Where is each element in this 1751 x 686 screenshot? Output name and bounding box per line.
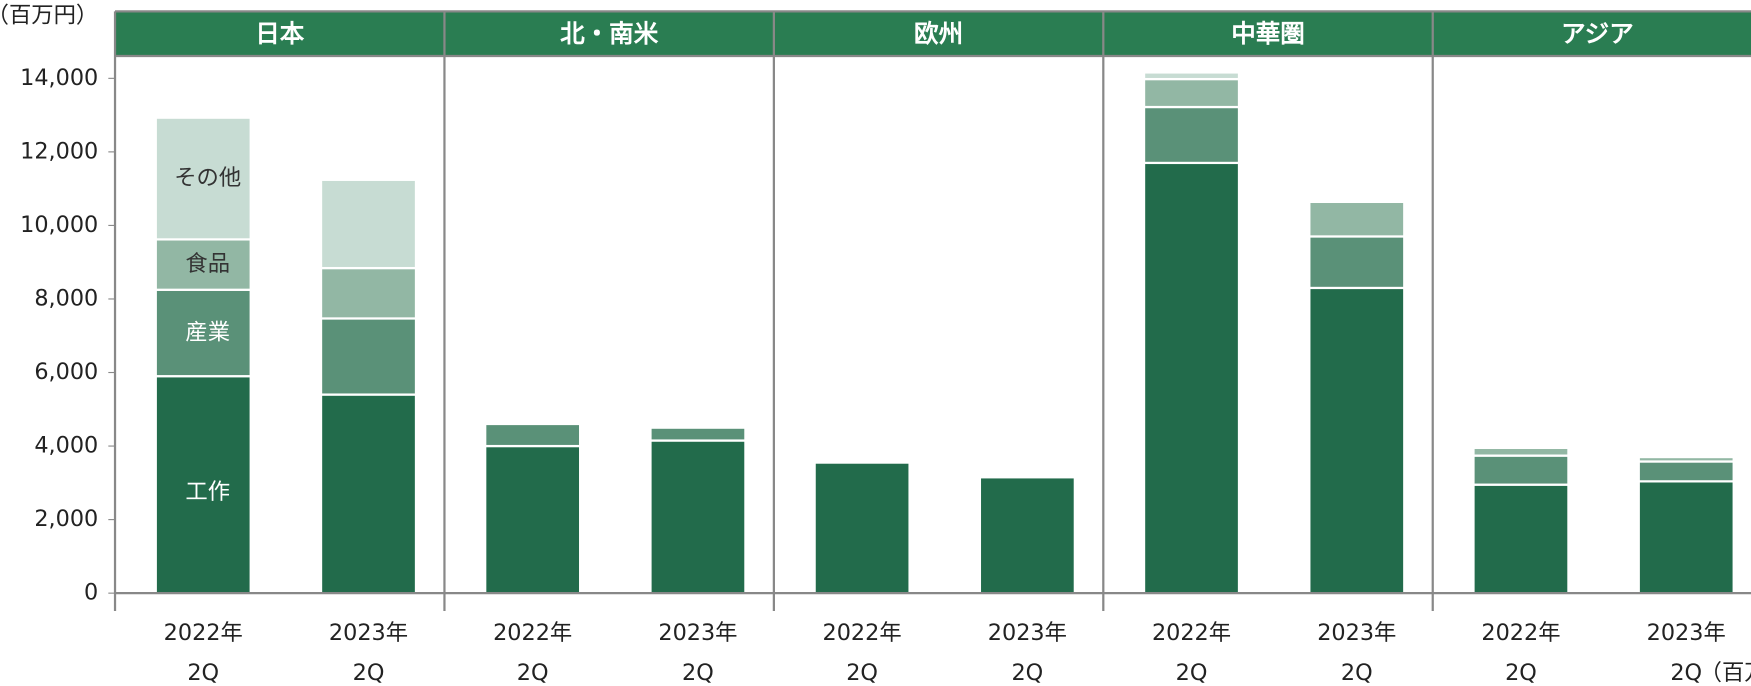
bar-segment [1142, 71, 1241, 81]
bar-segment [813, 461, 911, 595]
x-tick-label: 2Q [1670, 660, 1702, 686]
x-tick-label: 2Q [187, 660, 219, 686]
bar-segment [1472, 446, 1570, 457]
x-tick-label: 2022年 [164, 620, 243, 646]
bar-segment [1637, 480, 1735, 595]
x-tick-label: 2023年 [988, 620, 1067, 646]
x-tick-label: 2Q [682, 660, 714, 686]
y-tick-label: 10,000 [20, 212, 98, 238]
x-tick-label: 2022年 [1481, 620, 1560, 646]
bar-segment [154, 375, 252, 595]
y-tick-label: 12,000 [20, 138, 98, 164]
bar-segment [319, 393, 418, 595]
bar-segment [1308, 200, 1406, 238]
x-tick-label: 2022年 [823, 620, 902, 646]
y-tick-label: 8,000 [34, 285, 98, 311]
y-tick-label: 0 [84, 580, 98, 606]
x-tick-label: 2023年 [1317, 620, 1396, 646]
bar-segment [319, 178, 418, 270]
segment-label: 産業 [185, 319, 230, 345]
group-label: 日本 [255, 19, 305, 48]
x-tick-label: 2Q [1176, 660, 1208, 686]
x-tick-label: 2Q [353, 660, 385, 686]
bar-segment [1637, 460, 1735, 483]
group-label: アジア [1561, 19, 1634, 48]
bar-segment [154, 238, 252, 291]
group-header [115, 11, 445, 57]
group-label: 中華圏 [1231, 19, 1305, 48]
bar-segment [1637, 455, 1735, 463]
x-tick-label: 2Q [846, 660, 878, 686]
x-tick-label: 2Q [517, 660, 549, 686]
x-tick-label: 2Q [1505, 660, 1537, 686]
y-tick-label: 2,000 [34, 506, 98, 532]
group-label: 北・南米 [560, 19, 659, 48]
bar-segment [154, 288, 252, 378]
segment-label: その他 [174, 165, 241, 191]
segment-label: 食品 [185, 251, 230, 277]
bar-segment [484, 422, 582, 448]
x-tick-label: 2022年 [1152, 620, 1231, 646]
y-tick-label: 6,000 [34, 359, 98, 385]
segment-label: 工作 [185, 479, 230, 505]
bar-segment [484, 444, 582, 595]
y-tick-label: 14,000 [20, 65, 98, 91]
bar-segment [1308, 235, 1406, 290]
bar-segment [1142, 77, 1241, 109]
bar-segment [649, 439, 747, 595]
group-header [1432, 11, 1751, 57]
x-tick-label: 2Q [1341, 660, 1373, 686]
bar-segment [319, 317, 418, 396]
bar-segment [1142, 161, 1241, 595]
x-tick-label: 2Q [1011, 660, 1043, 686]
bar-segment [1308, 198, 1406, 204]
bar-segment [1308, 286, 1406, 595]
x-tick-label: 2022年 [493, 620, 572, 646]
x-tick-label: 2023年 [1647, 620, 1726, 646]
unit-note: （百万円） [1700, 660, 1751, 686]
group-header [1103, 11, 1433, 57]
group-header [444, 11, 774, 57]
x-tick-label: 2023年 [329, 620, 408, 646]
group-label: 欧州 [914, 19, 963, 48]
bar-segment [154, 116, 252, 241]
group-header [773, 11, 1104, 57]
bar-segment [1472, 483, 1570, 595]
bar-segment [1472, 454, 1570, 486]
bar-segment [649, 426, 747, 442]
bar-segment [978, 476, 1076, 595]
y-unit: （百万円） [0, 2, 98, 28]
y-tick-label: 4,000 [34, 433, 98, 459]
x-tick-label: 2023年 [658, 620, 737, 646]
bar-segment [1142, 105, 1241, 165]
bar-segment [319, 266, 418, 320]
